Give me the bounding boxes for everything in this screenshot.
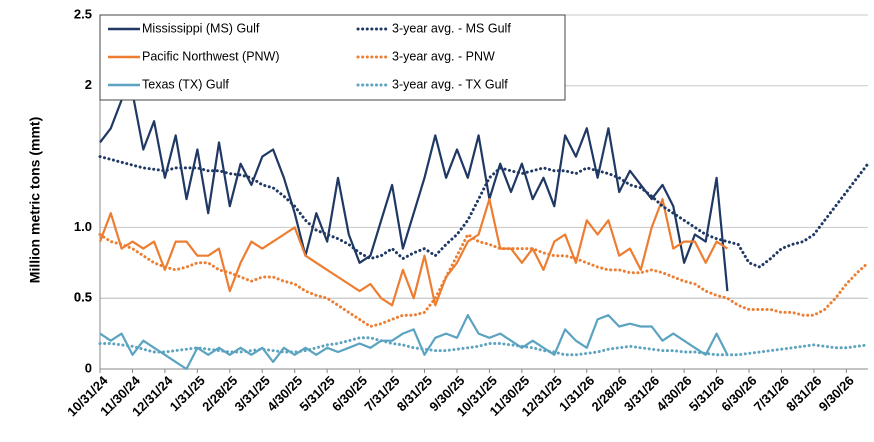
y-tick-label: 2 (85, 77, 92, 92)
x-tick-label: 1/31/25 (167, 373, 208, 414)
x-tick-label: 9/30/26 (816, 373, 857, 414)
y-tick-label: 0 (85, 360, 92, 375)
x-tick-label: 8/31/25 (394, 373, 435, 414)
x-tick-label: 1/31/26 (556, 373, 597, 414)
series-line (99, 314, 729, 371)
legend-label: 3-year avg. - MS Gulf (392, 21, 511, 35)
series-line (98, 336, 870, 357)
x-tick-label: 2/28/26 (588, 373, 629, 414)
y-tick-label: 0.5 (74, 290, 92, 305)
x-tick-label: 3/31/26 (621, 373, 662, 414)
x-tick-label: 6/30/25 (329, 373, 370, 414)
legend-label: 3-year avg. - TX Gulf (392, 77, 508, 91)
series-line (98, 233, 870, 328)
y-tick-label: 1.0 (74, 219, 92, 234)
x-tick-label: 4/30/25 (264, 373, 305, 414)
x-tick-label: 2/28/25 (199, 373, 240, 414)
x-tick-label: 7/31/25 (361, 373, 402, 414)
x-tick-label: 8/31/26 (783, 373, 824, 414)
legend-label: Texas (TX) Gulf (142, 77, 229, 91)
series-line (99, 91, 729, 292)
x-tick-label: 5/31/26 (686, 373, 727, 414)
legend-label: 3-year avg. - PNW (392, 49, 495, 63)
legend-label: Mississippi (MS) Gulf (142, 21, 260, 35)
x-tick-label: 6/30/26 (718, 373, 759, 414)
y-axis-label: Million metric tons (mmt) (27, 117, 43, 283)
y-tick-label: 0.5 (74, 290, 92, 305)
y-tick-label: 2.5 (74, 6, 92, 21)
series-line (98, 198, 728, 307)
x-tick-label: 7/31/26 (751, 373, 792, 414)
x-tick-label: 5/31/25 (296, 373, 337, 414)
legend-box (99, 14, 566, 101)
x-tick-label: 4/30/26 (653, 373, 694, 414)
x-tick-label: 3/31/25 (232, 373, 273, 414)
series-line (98, 155, 870, 269)
legend-label: Pacific Northwest (PNW) (142, 49, 280, 63)
